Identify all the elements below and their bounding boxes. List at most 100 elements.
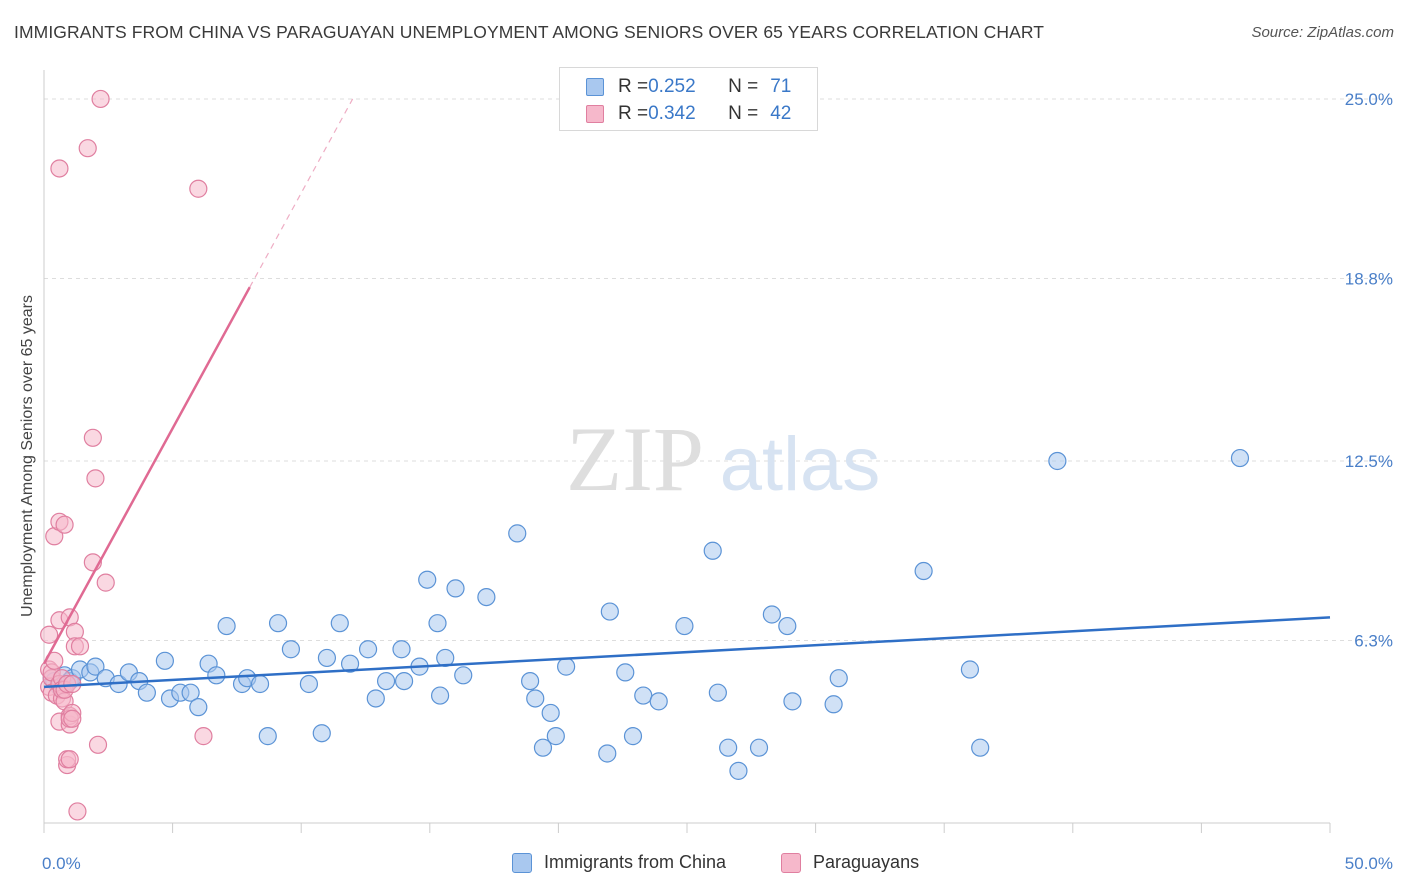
data-point [971,738,990,757]
r-label: R = [618,103,649,124]
data-point [557,657,576,676]
data-point [268,614,288,633]
data-point [418,570,437,589]
data-point [428,614,447,633]
data-point [217,616,236,636]
series-legend: Immigrants from China Paraguayans [0,852,1406,876]
data-point [340,654,360,673]
y-tick-label: 6.3% [1354,632,1393,651]
data-point [1048,451,1067,471]
trend-lines [42,98,1331,689]
data-point [68,802,87,821]
legend-label: Paraguayans [813,852,920,872]
data-point [454,666,473,685]
data-point [281,640,301,659]
data-point [616,663,635,682]
data-point [358,640,378,659]
y-tick-label: 12.5% [1345,452,1393,471]
data-point [96,573,115,592]
data-point [1230,448,1250,468]
data-point [708,683,727,702]
x-tick-label: 50.0% [1345,854,1393,873]
data-point [376,671,396,691]
legend-row-china: R = 0.252 N = 71 [586,76,791,98]
data-point [533,738,553,757]
data-point [181,683,200,702]
data-point [649,692,668,711]
paraguayans-swatch-icon [781,852,801,873]
data-point [86,469,105,488]
r-value: 0.252 [648,76,696,97]
data-point [40,625,59,644]
n-value: 42 [770,103,792,124]
legend-item-china[interactable]: Immigrants from China [512,852,726,873]
data-point [719,738,738,757]
data-point [299,674,319,694]
data-point [55,515,74,534]
china-swatch-icon [586,78,604,96]
legend-label: Immigrants from China [544,852,727,872]
data-point [312,724,331,743]
data-point [317,648,337,668]
grid-lines [44,98,1392,642]
data-point [50,159,69,178]
paraguayans-swatch-icon [586,105,604,123]
data-point [330,614,349,633]
legend-item-paraguayans[interactable]: Paraguayans [781,852,919,873]
data-point [914,561,933,581]
data-point [749,738,769,757]
r-value: 0.342 [648,103,696,124]
watermark-atlas: atlas [720,422,881,507]
data-point [63,709,82,728]
n-label: N = [728,76,759,97]
data-point [778,616,797,636]
data-point [155,651,174,670]
data-point [137,683,156,702]
watermark-zip: ZIP [566,408,704,510]
data-point [250,674,270,694]
data-point [83,428,102,447]
x-tick-labels: 0.0% 50.0% [42,854,1393,873]
data-point [703,541,722,560]
data-point [477,587,496,607]
data-point [78,139,97,158]
chart-title: IMMIGRANTS FROM CHINA VS PARAGUAYAN UNEM… [14,22,1045,42]
data-point [960,660,980,679]
data-point [366,689,385,708]
data-point [634,686,653,705]
data-point [258,727,277,746]
data-point [546,727,565,746]
data-point [86,657,105,676]
data-point [829,669,848,688]
data-point [91,89,110,109]
r-label: R = [618,76,649,97]
data-point [189,698,208,717]
y-tick-label: 18.8% [1345,270,1393,289]
data-point [189,179,208,198]
n-label: N = [728,103,759,124]
axes [43,70,1331,833]
data-point [194,727,213,746]
watermark: ZIP atlas [566,408,880,510]
data-point [207,666,226,685]
china-swatch-icon [512,852,532,873]
y-tick-labels: 6.3% 12.5% 18.8% 25.0% [1345,90,1393,651]
data-point [70,637,90,656]
data-point [762,605,781,624]
x-tick-label: 0.0% [42,854,81,873]
data-point [783,692,802,711]
data-point [430,686,450,705]
series-paraguayans [40,89,213,821]
trend-line-china [43,616,1331,689]
data-point [392,640,411,659]
data-point [729,761,748,780]
data-point [541,703,560,723]
data-point [508,524,527,543]
data-point [600,602,619,621]
source-credit: Source: ZipAtlas.com [1251,24,1394,41]
data-point [88,735,108,754]
n-value: 71 [770,76,792,97]
trend-line-paraguayans-extension [249,98,354,288]
legend-row-paraguayans: R = 0.342 N = 42 [586,103,791,125]
